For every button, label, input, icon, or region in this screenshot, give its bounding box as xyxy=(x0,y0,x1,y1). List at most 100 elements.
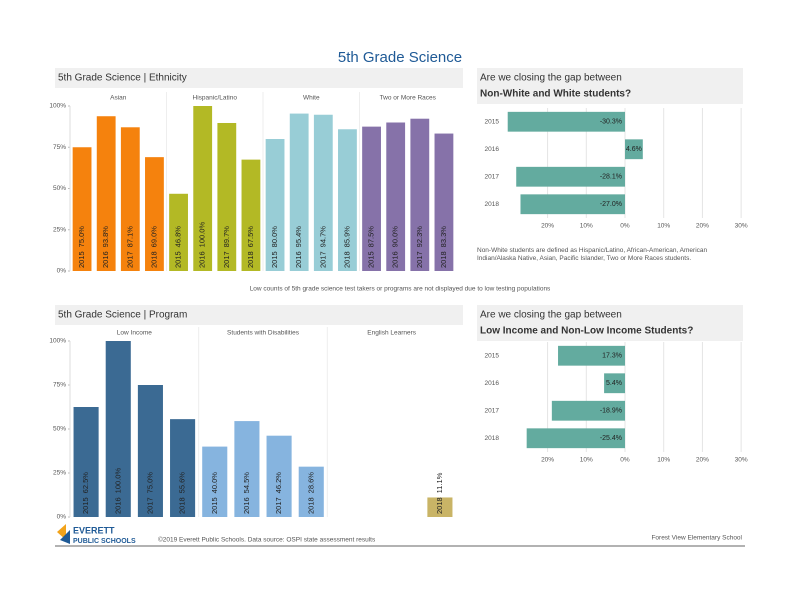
bar-label: 2015 40.0% xyxy=(210,472,219,514)
chart-note: Non-White students are defined as Hispan… xyxy=(477,247,708,262)
bar xyxy=(289,113,309,271)
bar-label: -18.9% xyxy=(600,408,622,415)
bar-label: 2016 90.0% xyxy=(391,226,400,268)
bar-label: 2017 75.0% xyxy=(145,472,154,514)
bar xyxy=(625,139,643,160)
bar xyxy=(520,194,625,215)
bar-label: 2017 46.2% xyxy=(274,472,283,514)
panel-header xyxy=(477,305,743,341)
panel-title: 5th Grade Science | Ethnicity xyxy=(58,73,187,84)
x-tick-label: 10% xyxy=(580,457,593,464)
panel-title: Are we closing the gap between xyxy=(480,73,622,84)
y-tick-label: 2016 xyxy=(485,380,500,387)
x-tick-label: 10% xyxy=(657,223,670,230)
group-label: White xyxy=(303,95,320,102)
bar-label: 2016 100.0% xyxy=(198,222,207,268)
bar xyxy=(362,126,381,271)
y-tick-label: 2015 xyxy=(485,352,500,359)
y-tick-label: 2018 xyxy=(485,201,500,208)
bar-year: 2016 xyxy=(113,497,122,514)
y-tick-label: 2018 xyxy=(485,435,500,442)
bar-year: 2016 xyxy=(242,497,251,514)
bar-label: 17.3% xyxy=(602,353,622,360)
bar-value: 90.0% xyxy=(391,226,400,248)
bar-label: 2016 54.5% xyxy=(242,472,251,514)
bar-year: 2015 xyxy=(210,497,219,514)
group-label: Low Income xyxy=(117,330,152,337)
logo-text: EVERETT xyxy=(73,525,115,535)
bar-value: 87.5% xyxy=(367,226,376,248)
bar-value: 87.1% xyxy=(125,226,134,248)
bar-label: 2017 92.3% xyxy=(415,226,424,268)
y-tick-label: 0% xyxy=(57,514,67,521)
bar xyxy=(202,446,228,517)
bar-year: 2015 xyxy=(174,251,183,268)
bar-label: 2017 94.7% xyxy=(318,226,327,268)
bar-year: 2015 xyxy=(367,251,376,268)
bar-label: 2018 67.5% xyxy=(246,226,255,268)
bar-year: 2018 xyxy=(342,251,351,268)
group-label: Hispanic/Latino xyxy=(193,95,238,102)
footer-school: Forest View Elementary School xyxy=(651,535,742,542)
y-tick-label: 50% xyxy=(53,185,66,192)
bar-value: 89.7% xyxy=(222,226,231,248)
bar xyxy=(96,116,116,271)
bar-year: 2018 xyxy=(149,251,158,268)
bar xyxy=(72,147,92,271)
y-tick-label: 25% xyxy=(53,226,66,233)
y-tick-label: 2017 xyxy=(485,173,500,180)
x-tick-label: 20% xyxy=(541,223,554,230)
bar xyxy=(217,122,237,272)
panel-header xyxy=(477,68,743,104)
bar-year: 2017 xyxy=(145,497,154,514)
bar-year: 2017 xyxy=(222,251,231,268)
bar-value: 95.4% xyxy=(294,226,303,248)
bar-label: 2018 69.0% xyxy=(149,226,158,268)
bar-label: 5.4% xyxy=(606,380,622,387)
bar-label: -28.1% xyxy=(600,174,622,181)
bar-label: 2018 85.9% xyxy=(342,226,351,268)
bar-year: 2018 xyxy=(246,251,255,268)
bar xyxy=(410,118,430,271)
bar xyxy=(507,111,625,132)
panel-subtitle: Low Income and Non-Low Income Students? xyxy=(480,326,693,337)
bar xyxy=(193,106,213,271)
group-label: Asian xyxy=(110,95,127,102)
bar-value: 80.0% xyxy=(270,226,279,248)
bar-value: 67.5% xyxy=(246,226,255,248)
bar-label: 2016 95.4% xyxy=(294,226,303,268)
logo-text: PUBLIC SCHOOLS xyxy=(73,538,136,545)
chart-note-box: Non-White students are defined as Hispan… xyxy=(477,247,708,262)
bar-value: 94.7% xyxy=(318,226,327,248)
group-label: English Learners xyxy=(367,330,417,337)
logo xyxy=(57,524,70,544)
bar-year: 2015 xyxy=(77,251,86,268)
bar-year: 2016 xyxy=(391,251,400,268)
panel-header xyxy=(55,305,463,325)
bar-label: 2017 87.1% xyxy=(125,226,134,268)
bar-value: 100.0% xyxy=(113,468,122,494)
page-title: 5th Grade Science xyxy=(338,49,462,66)
bar-value: 54.5% xyxy=(242,472,251,494)
bar xyxy=(558,345,625,366)
bar xyxy=(551,400,625,421)
bar-label: 2016 93.8% xyxy=(101,226,110,268)
bar-value: 83.3% xyxy=(439,226,448,248)
bar-value: 93.8% xyxy=(101,226,110,248)
bar xyxy=(105,341,131,517)
bar-year: 2016 xyxy=(294,251,303,268)
x-tick-label: 0% xyxy=(620,223,630,230)
x-tick-label: 10% xyxy=(580,223,593,230)
bar-year: 2016 xyxy=(198,251,207,268)
bar xyxy=(120,127,140,271)
bar-year: 2015 xyxy=(81,497,90,514)
chart-note: Low counts of 5th grade science test tak… xyxy=(250,286,551,293)
group-label: Students with Disabilities xyxy=(227,330,300,337)
bar-value: 28.6% xyxy=(306,472,315,494)
bar-label: 4.6% xyxy=(626,146,642,153)
y-tick-label: 2015 xyxy=(485,118,500,125)
bar xyxy=(313,114,333,272)
bar xyxy=(234,421,260,517)
bar xyxy=(386,122,406,271)
